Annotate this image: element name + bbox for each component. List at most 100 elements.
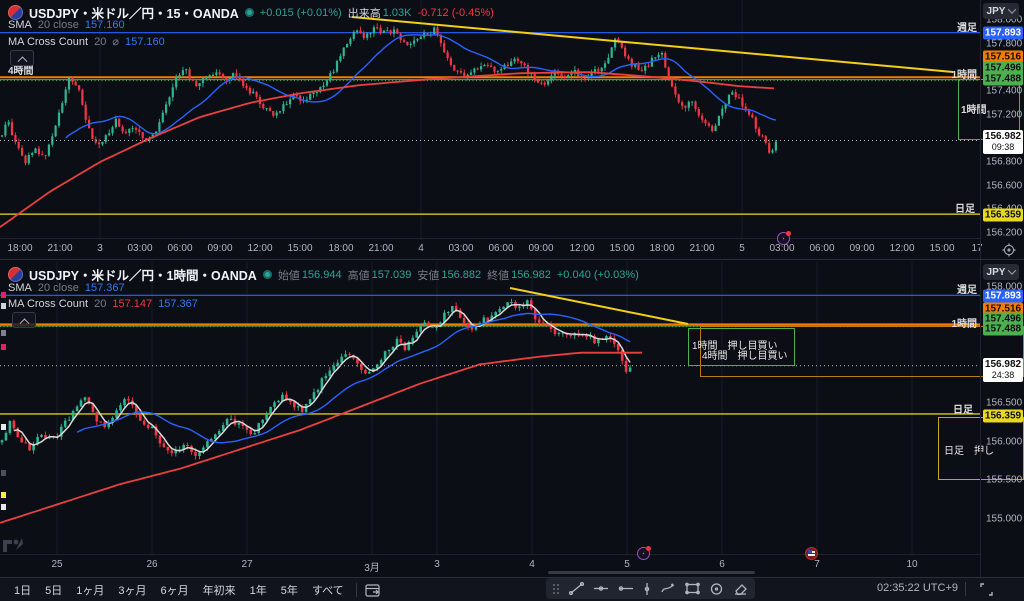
time-tick[interactable]: 12:00: [247, 243, 273, 254]
price-badge[interactable]: 157.893: [983, 26, 1023, 40]
time-tick[interactable]: 06:00: [167, 243, 193, 254]
economic-event-marker[interactable]: [637, 546, 651, 560]
currency-selector[interactable]: JPY: [983, 264, 1019, 280]
range-button[interactable]: 6ヶ月: [160, 585, 189, 597]
top-symbol-title[interactable]: USDJPY・米ドル／円・15・OANDA: [29, 7, 239, 21]
time-tick[interactable]: 12:00: [889, 243, 915, 254]
price-badge[interactable]: 157.496: [983, 61, 1023, 75]
price-badge[interactable]: 157.488: [983, 72, 1023, 86]
time-tick[interactable]: 18:00: [649, 243, 675, 254]
time-tick[interactable]: 09:00: [849, 243, 875, 254]
horizontal-scrollbar[interactable]: [548, 571, 755, 574]
bottom-sma-row[interactable]: SMA 20 close 157.367: [8, 282, 125, 294]
trend-line-icon[interactable]: [569, 582, 584, 595]
bottom-macc-row[interactable]: MA Cross Count 20 157.147 157.367: [8, 298, 198, 310]
price-badge[interactable]: 157.516: [983, 50, 1023, 64]
time-tick[interactable]: 21:00: [689, 243, 715, 254]
top-axis[interactable]: JPY 158.000157.800157.600157.400157.2001…: [980, 0, 1024, 259]
time-tick[interactable]: 09:00: [207, 243, 233, 254]
top-timerow[interactable]: 18:00 21:00 3 03:00 06:00 09:00 12:00 15:00 18:0…: [0, 238, 983, 260]
time-tick[interactable]: 18:00: [7, 243, 33, 254]
time-tick[interactable]: 3: [434, 559, 440, 570]
drag-handle-icon[interactable]: [552, 583, 560, 595]
horizontal-ray-icon[interactable]: [618, 582, 634, 595]
range-button[interactable]: 1日: [14, 585, 32, 597]
clock[interactable]: 02:35:22 UTC+9: [876, 582, 958, 594]
price-badge[interactable]: 157.496: [983, 312, 1023, 326]
price-badge[interactable]: 156.359: [983, 208, 1023, 222]
bottom-pane-svg[interactable]: [0, 262, 980, 554]
time-tick[interactable]: 06:00: [488, 243, 514, 254]
price-badge[interactable]: 156.982 09:38: [983, 130, 1023, 154]
collapse-pane-button[interactable]: [12, 312, 36, 328]
ellipse-icon[interactable]: [709, 582, 724, 596]
time-tick[interactable]: 5: [739, 243, 745, 254]
range-button[interactable]: すべて: [311, 585, 344, 597]
strip-swatch[interactable]: [1, 470, 6, 476]
price-badge[interactable]: 157.488: [983, 322, 1023, 336]
time-tick[interactable]: 10: [906, 559, 918, 570]
timezone-settings-gear-icon[interactable]: [1002, 243, 1016, 257]
strip-swatch[interactable]: [1, 303, 6, 309]
time-tick[interactable]: 15:00: [609, 243, 635, 254]
time-tick[interactable]: 03:00: [127, 243, 153, 254]
price-badge[interactable]: 157.893: [983, 289, 1023, 303]
time-tick[interactable]: 03:00: [769, 243, 795, 254]
eraser-icon[interactable]: [733, 582, 749, 595]
pane-separator[interactable]: [0, 259, 1024, 260]
time-tick[interactable]: 15:00: [929, 243, 955, 254]
market-status-icon[interactable]: [244, 8, 254, 17]
maximize-icon[interactable]: [979, 582, 994, 597]
strip-swatch[interactable]: [1, 344, 6, 350]
bottom-axis[interactable]: JPY 158.000157.500157.000156.500156.0001…: [980, 260, 1024, 577]
time-tick[interactable]: 09:00: [528, 243, 554, 254]
brush-icon[interactable]: [660, 582, 676, 595]
strip-swatch[interactable]: [1, 504, 6, 510]
top-macc-row[interactable]: MA Cross Count 20 ⌀ 157.160: [8, 35, 165, 49]
time-tick[interactable]: 3: [97, 243, 103, 254]
go-to-date-icon[interactable]: [365, 583, 382, 598]
bottom-timerow[interactable]: 25 26 27 3月 3 4 5 6 7 10: [0, 554, 980, 576]
time-tick[interactable]: 12:00: [569, 243, 595, 254]
time-tick[interactable]: 26: [146, 559, 158, 570]
price-badge[interactable]: 157.516: [983, 302, 1023, 316]
range-button[interactable]: 年初来: [202, 585, 236, 597]
time-tick[interactable]: 15:00: [287, 243, 313, 254]
currency-selector[interactable]: JPY: [983, 3, 1019, 19]
time-tick[interactable]: 27: [241, 559, 253, 570]
range-button[interactable]: 5日: [45, 585, 63, 597]
top-pane-svg[interactable]: [0, 0, 980, 240]
top-sma-row[interactable]: SMA 20 close 157.160: [8, 19, 125, 31]
time-tick[interactable]: 21:00: [368, 243, 394, 254]
price-badge[interactable]: 156.359: [983, 409, 1023, 423]
horizontal-line-icon[interactable]: [593, 582, 609, 595]
collapse-pane-button[interactable]: [10, 50, 34, 66]
time-tick[interactable]: 7: [814, 559, 820, 570]
time-tick[interactable]: 21:00: [47, 243, 73, 254]
time-tick[interactable]: 25: [51, 559, 63, 570]
vertical-line-icon[interactable]: [643, 582, 651, 596]
time-tick[interactable]: 5: [624, 559, 630, 570]
rectangle-icon[interactable]: [685, 582, 700, 595]
time-tick[interactable]: 03:00: [448, 243, 474, 254]
strip-swatch[interactable]: [1, 424, 6, 430]
time-tick[interactable]: 06:00: [809, 243, 835, 254]
us-economic-event-marker[interactable]: [805, 547, 818, 560]
price-badge[interactable]: 156.982 24:38: [983, 358, 1023, 382]
range-button[interactable]: 1ヶ月: [76, 585, 105, 597]
bottom-symbol-title[interactable]: USDJPY・米ドル／円・1時間・OANDA: [29, 269, 257, 283]
range-button[interactable]: 1年: [249, 585, 267, 597]
strip-swatch[interactable]: [1, 292, 6, 298]
strip-swatch[interactable]: [1, 330, 6, 336]
range-button[interactable]: 5年: [280, 585, 298, 597]
strip-swatch[interactable]: [1, 492, 6, 498]
time-tick[interactable]: 6: [719, 559, 725, 570]
time-tick[interactable]: 4: [529, 559, 535, 570]
time-tick[interactable]: 3月: [364, 563, 380, 574]
economic-event-marker[interactable]: [777, 231, 791, 245]
time-tick[interactable]: 4: [418, 243, 424, 254]
time-tick[interactable]: 17: [971, 243, 983, 254]
range-button[interactable]: 3ヶ月: [118, 585, 147, 597]
market-status-icon[interactable]: [262, 270, 272, 279]
time-tick[interactable]: 18:00: [328, 243, 354, 254]
